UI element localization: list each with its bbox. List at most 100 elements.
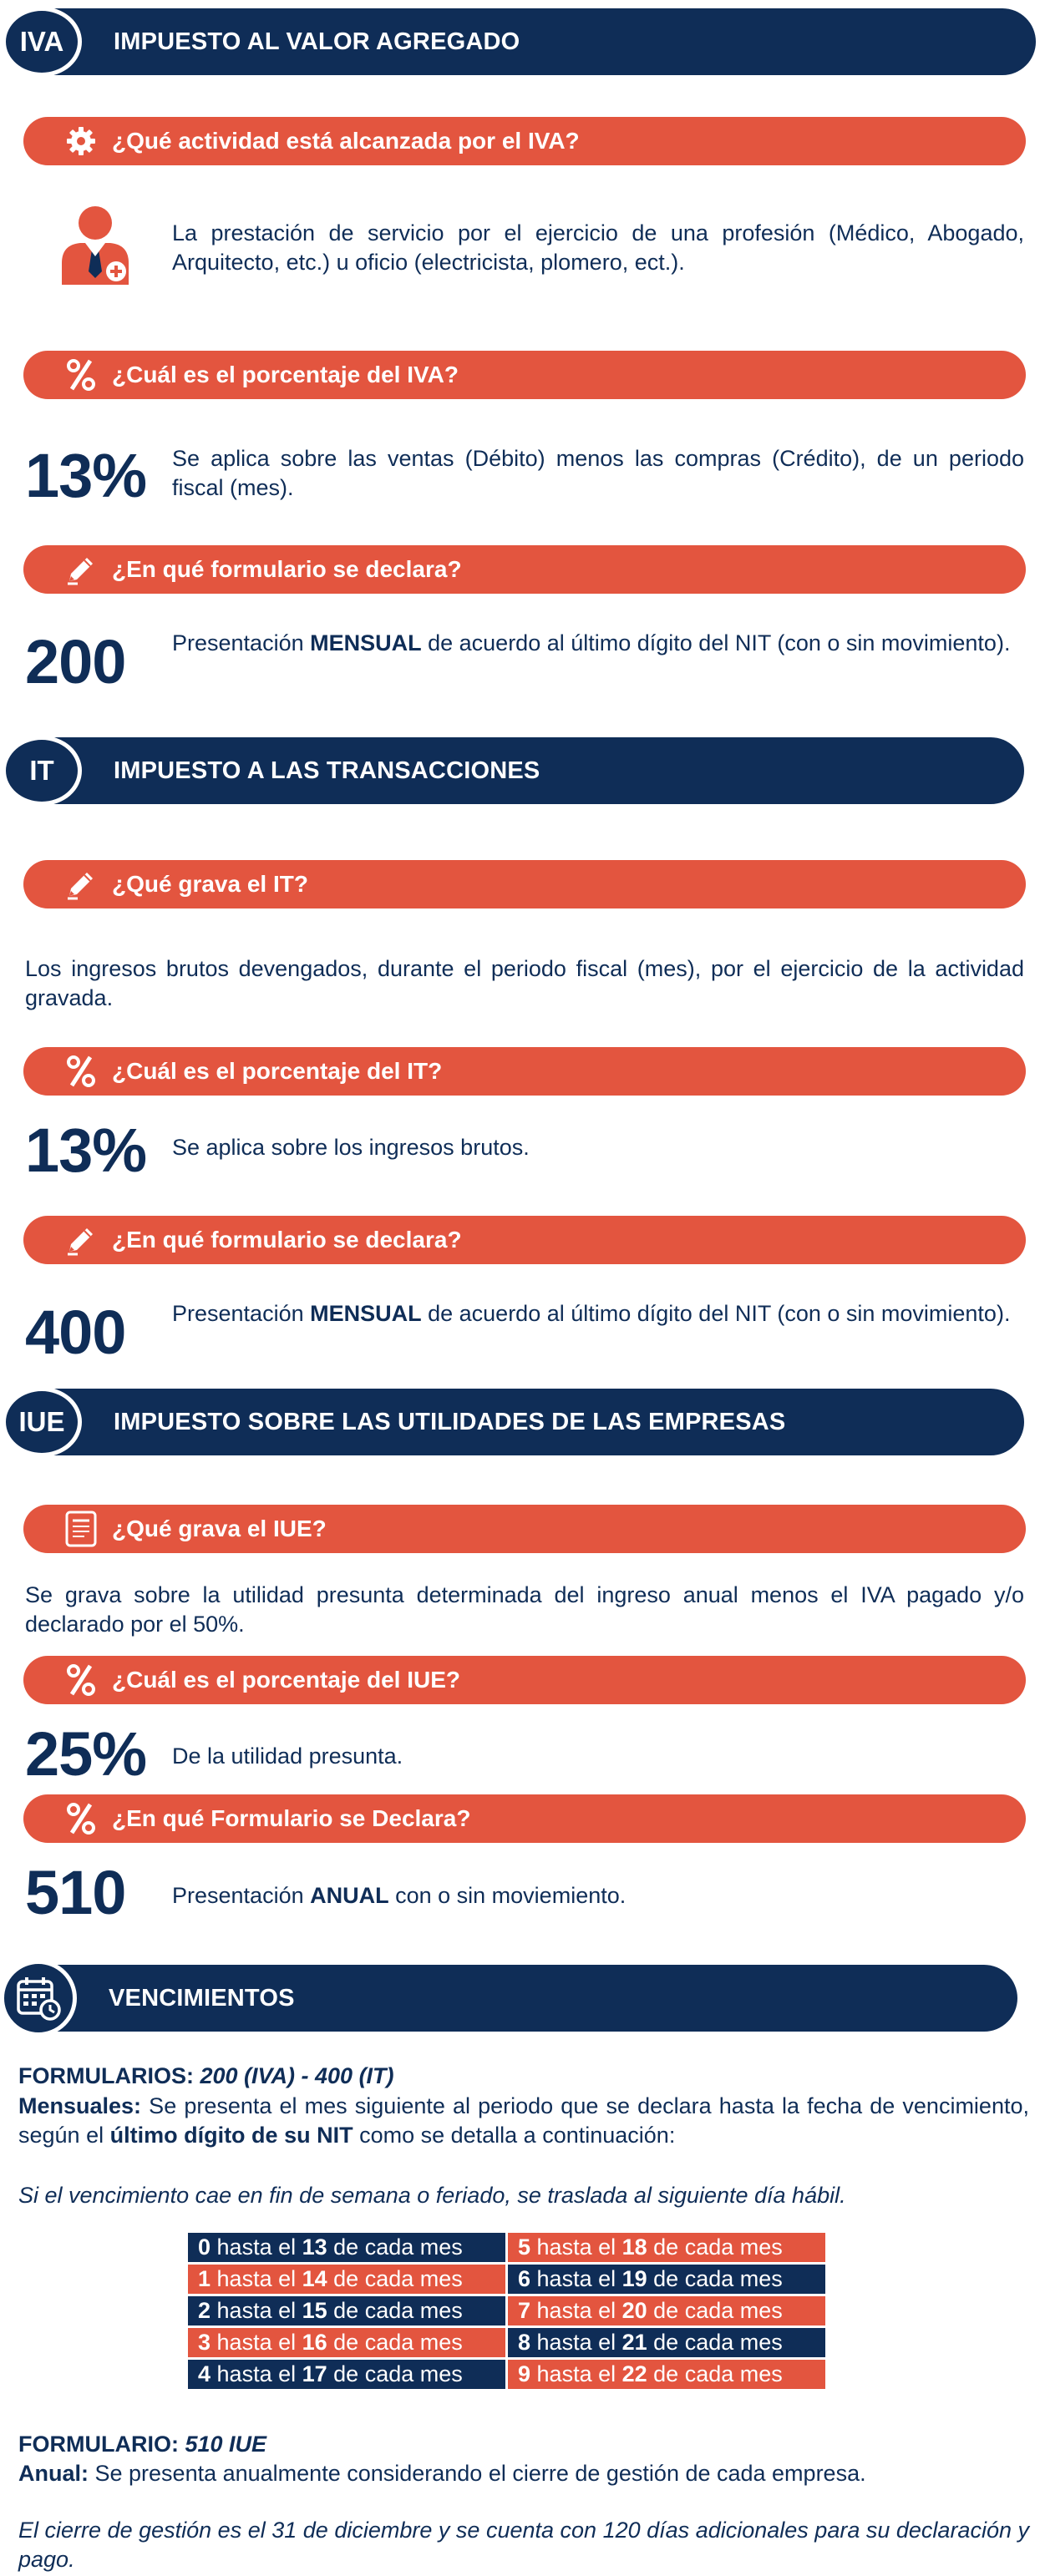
- iva-a2: Se aplica sobre las ventas (Débito) meno…: [172, 446, 1024, 500]
- table-row: 4 hasta el 17 de cada mes 9 hasta el 22 …: [188, 2360, 825, 2389]
- it-header-bar: [48, 737, 1024, 804]
- venc-note2: El cierre de gestión es el 31 de diciemb…: [18, 2518, 1029, 2572]
- iue-q2-text: ¿Cuál es el porcentaje del IUE?: [112, 1667, 461, 1693]
- iue-a3-bold: ANUAL: [310, 1883, 389, 1908]
- table-row: 3 hasta el 16 de cada mes 8 hasta el 21 …: [188, 2328, 825, 2357]
- table-cell: 2 hasta el 15 de cada mes: [188, 2296, 505, 2325]
- it-q2-text: ¿Cuál es el porcentaje del IT?: [112, 1058, 443, 1084]
- iue-q3-text: ¿En qué Formulario se Declara?: [112, 1805, 471, 1831]
- it-question-tax: ¿Qué grava el IT?: [23, 860, 1026, 908]
- table-cell: 3 hasta el 16 de cada mes: [188, 2328, 505, 2357]
- document-icon: [60, 1505, 102, 1553]
- vencimientos-header-bar: [47, 1965, 1017, 2032]
- iue-a3-pre: Presentación: [172, 1883, 311, 1908]
- it-percentage: 13%: [25, 1116, 147, 1185]
- professional-icon: [55, 205, 135, 285]
- iue-badge: IUE: [2, 1387, 82, 1457]
- it-a1: Los ingresos brutos devengados, durante …: [25, 956, 1024, 1010]
- it-header: IT IMPUESTO A LAS TRANSACCIONES: [2, 736, 1024, 806]
- table-cell: 7 hasta el 20 de cada mes: [508, 2296, 825, 2325]
- it-title: IMPUESTO A LAS TRANSACCIONES: [114, 757, 540, 784]
- iue-percentage: 25%: [25, 1719, 147, 1789]
- table-cell: 9 hasta el 22 de cada mes: [508, 2360, 825, 2389]
- venc-mens-label: Mensuales:: [18, 2093, 142, 2118]
- venc-form-label: FORMULARIOS:: [18, 2063, 200, 2088]
- percent-icon: [60, 351, 102, 399]
- iva-q2-text: ¿Cuál es el porcentaje del IVA?: [112, 362, 459, 387]
- iva-badge: IVA: [2, 7, 82, 77]
- vencimientos-header: VENCIMIENTOS: [0, 1960, 1017, 2037]
- iva-a3: Presentación MENSUAL de acuerdo al últim…: [172, 629, 1024, 658]
- percent-icon: [60, 1047, 102, 1096]
- iva-percentage: 13%: [25, 441, 147, 510]
- iue-title: IMPUESTO SOBRE LAS UTILIDADES DE LAS EMP…: [114, 1409, 786, 1435]
- it-q1-text: ¿Qué grava el IT?: [112, 871, 308, 897]
- iue-question-percent: ¿Cuál es el porcentaje del IUE?: [23, 1656, 1026, 1704]
- iva-header-bar: [48, 8, 1036, 75]
- iue-a3: Presentación ANUAL con o sin moviemiento…: [172, 1881, 1024, 1910]
- iue-form-number: 510: [25, 1858, 126, 1927]
- it-a3-bold: MENSUAL: [310, 1301, 422, 1326]
- venc-formulario-510-line: FORMULARIO: 510 IUE: [18, 2430, 1029, 2459]
- pencil-icon: [60, 545, 102, 594]
- venc-form2-label: FORMULARIO:: [18, 2432, 185, 2457]
- it-q3-text: ¿En qué formulario se declara?: [112, 1227, 462, 1253]
- venc-form-value: 200 (IVA) - 400 (IT): [200, 2063, 394, 2088]
- table-cell: 4 hasta el 17 de cada mes: [188, 2360, 505, 2389]
- it-badge: IT: [2, 736, 82, 806]
- it-a3-pre: Presentación: [172, 1301, 311, 1326]
- venc-anual-text: Anual: Se presenta anualmente consideran…: [18, 2459, 1029, 2488]
- iva-a1: La prestación de servicio por el ejercic…: [172, 220, 1024, 275]
- iue-question-tax: ¿Qué grava el IUE?: [23, 1505, 1026, 1553]
- iue-header: IUE IMPUESTO SOBRE LAS UTILIDADES DE LAS…: [2, 1387, 1024, 1457]
- venc-mens-bold: último dígito de su NIT: [109, 2123, 353, 2148]
- iue-a1: Se grava sobre la utilidad presunta dete…: [25, 1582, 1024, 1637]
- iva-question-activity: ¿Qué actividad está alcanzada por el IVA…: [23, 117, 1026, 165]
- table-cell: 0 hasta el 13 de cada mes: [188, 2233, 505, 2262]
- iva-a3-post: de acuerdo al último dígito del NIT (con…: [421, 630, 1011, 655]
- percent-icon: [60, 1794, 102, 1843]
- venc-anual-body: Se presenta anualmente considerando el c…: [89, 2461, 866, 2486]
- gear-icon: [60, 117, 102, 165]
- venc-mens-text-1: Se presenta el mes siguiente al periodo …: [18, 2093, 1029, 2148]
- vencimientos-title: VENCIMIENTOS: [109, 1985, 295, 2012]
- pencil-icon: [60, 860, 102, 908]
- iue-header-bar: [48, 1389, 1024, 1455]
- iva-header: IVA IMPUESTO AL VALOR AGREGADO: [2, 7, 1036, 77]
- iva-question-form: ¿En qué formulario se declara?: [23, 545, 1026, 594]
- iva-form-number: 200: [25, 627, 126, 696]
- venc-anual-label: Anual:: [18, 2461, 89, 2486]
- percent-icon: [60, 1656, 102, 1704]
- iue-q1-text: ¿Qué grava el IUE?: [112, 1516, 327, 1541]
- venc-formularios-line: FORMULARIOS: 200 (IVA) - 400 (IT): [18, 2062, 1029, 2091]
- iva-q3-text: ¿En qué formulario se declara?: [112, 556, 462, 582]
- table-cell: 1 hasta el 14 de cada mes: [188, 2265, 505, 2294]
- iva-question-percent: ¿Cuál es el porcentaje del IVA?: [23, 351, 1026, 399]
- calendar-clock-icon: [0, 1960, 77, 2037]
- iue-a3-post: con o sin moviemiento.: [388, 1883, 627, 1908]
- it-a3: Presentación MENSUAL de acuerdo al últim…: [172, 1299, 1024, 1328]
- it-question-form: ¿En qué formulario se declara?: [23, 1216, 1026, 1264]
- iue-a2: De la utilidad presunta.: [172, 1743, 403, 1769]
- table-row: 0 hasta el 13 de cada mes 5 hasta el 18 …: [188, 2233, 825, 2262]
- pencil-icon: [60, 1216, 102, 1264]
- iva-title: IMPUESTO AL VALOR AGREGADO: [114, 28, 520, 55]
- table-row: 2 hasta el 15 de cada mes 7 hasta el 20 …: [188, 2296, 825, 2325]
- it-question-percent: ¿Cuál es el porcentaje del IT?: [23, 1047, 1026, 1096]
- iva-a3-pre: Presentación: [172, 630, 311, 655]
- venc-mens-text-2: como se detalla a continuación:: [353, 2123, 676, 2148]
- venc-mensuales-text: Mensuales: Se presenta el mes siguiente …: [18, 2092, 1029, 2150]
- venc-form2-value: 510 IUE: [185, 2432, 267, 2457]
- iva-q1-text: ¿Qué actividad está alcanzada por el IVA…: [112, 128, 580, 154]
- it-a3-post: de acuerdo al último dígito del NIT (con…: [421, 1301, 1011, 1326]
- vencimientos-table: 0 hasta el 13 de cada mes 5 hasta el 18 …: [185, 2230, 828, 2391]
- table-cell: 6 hasta el 19 de cada mes: [508, 2265, 825, 2294]
- iue-question-form: ¿En qué Formulario se Declara?: [23, 1794, 1026, 1843]
- it-form-number: 400: [25, 1298, 126, 1367]
- table-row: 1 hasta el 14 de cada mes 6 hasta el 19 …: [188, 2265, 825, 2294]
- it-a2: Se aplica sobre los ingresos brutos.: [172, 1135, 530, 1160]
- table-cell: 5 hasta el 18 de cada mes: [508, 2233, 825, 2262]
- venc-note: Si el vencimiento cae en fin de semana o…: [18, 2183, 846, 2208]
- iva-a3-bold: MENSUAL: [310, 630, 422, 655]
- table-cell: 8 hasta el 21 de cada mes: [508, 2328, 825, 2357]
